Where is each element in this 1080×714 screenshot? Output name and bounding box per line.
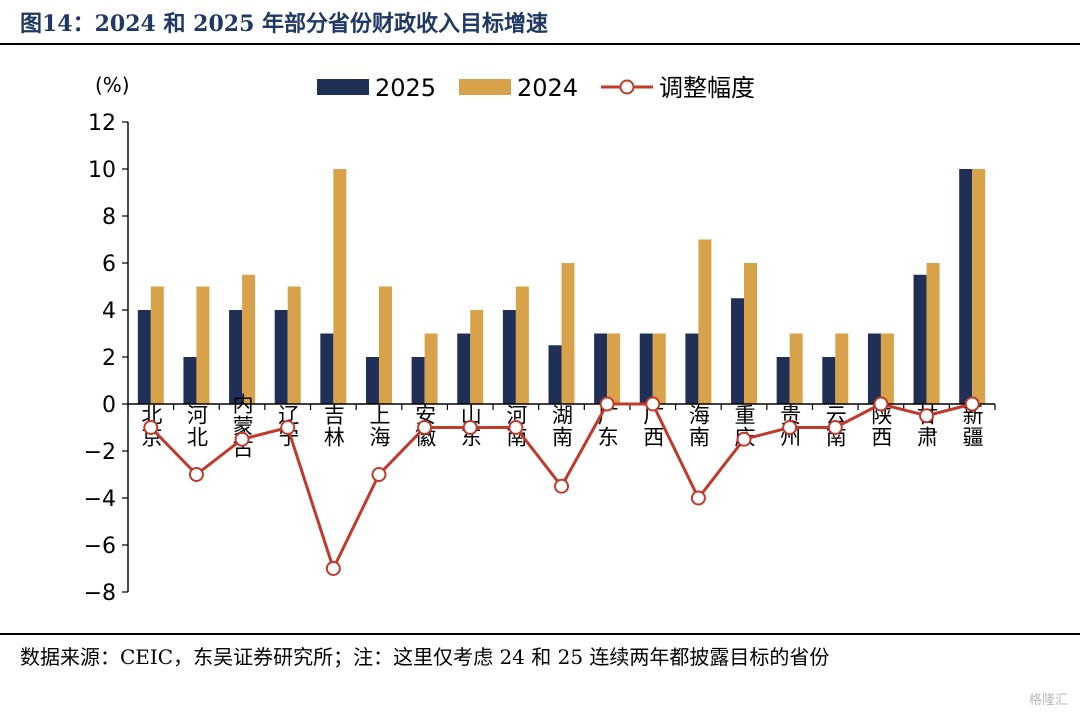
line-point xyxy=(143,420,159,435)
y-tick-label: 4 xyxy=(102,299,116,324)
bar-2024 xyxy=(972,169,986,404)
legend-label-2024: 2024 xyxy=(517,74,578,102)
bar-2024 xyxy=(926,263,940,404)
category-label: 吉林 xyxy=(321,404,345,448)
chart: 121086420−2−4−6−8(%)北京河北内蒙古辽宁吉林上海安徽山东河南湖… xyxy=(84,73,996,606)
line-point xyxy=(417,420,433,435)
line-point xyxy=(325,561,341,576)
title-rule xyxy=(0,43,1080,45)
line-point xyxy=(736,431,752,447)
bar-2025 xyxy=(457,333,471,404)
line-point xyxy=(280,420,296,435)
y-tick-label: 2 xyxy=(102,346,116,371)
y-tick-label: 0 xyxy=(102,393,116,418)
bar-2024 xyxy=(424,333,438,404)
line-point xyxy=(554,478,569,494)
y-tick-label: 12 xyxy=(88,111,116,136)
bar-2025 xyxy=(822,357,836,404)
source-rule xyxy=(0,633,1080,635)
y-tick-label: −6 xyxy=(84,534,116,559)
line-point xyxy=(188,467,204,482)
line-point xyxy=(964,396,980,412)
bar-2025 xyxy=(365,357,379,404)
bar-2025 xyxy=(137,310,151,404)
y-tick-label: 10 xyxy=(88,158,116,183)
bar-2025 xyxy=(685,333,699,404)
bar-2024 xyxy=(607,333,621,404)
y-tick-label: −4 xyxy=(84,487,116,512)
source-note: 数据来源：CEIC，东吴证券研究所；注：这里仅考虑 24 和 25 连续两年都披… xyxy=(20,645,830,669)
bar-2025 xyxy=(639,333,653,404)
category-label: 河北 xyxy=(184,404,208,448)
category-label: 湖南 xyxy=(550,404,574,448)
category-label: 海南 xyxy=(686,404,710,448)
line-point xyxy=(645,396,661,412)
bar-2024 xyxy=(333,169,347,404)
bar-2025 xyxy=(320,333,334,404)
bar-2025 xyxy=(867,333,881,404)
bar-2025 xyxy=(913,274,927,404)
bar-2024 xyxy=(698,239,712,404)
line-point xyxy=(782,420,798,435)
line-point xyxy=(508,420,524,435)
bar-2025 xyxy=(731,298,745,404)
bar-2025 xyxy=(183,357,197,404)
legend-swatch-2024 xyxy=(459,79,511,95)
line-point xyxy=(919,408,935,424)
line-point xyxy=(873,396,889,412)
watermark: 格隆汇 xyxy=(1028,693,1068,708)
legend-swatch-2025 xyxy=(317,79,369,95)
bar-2024 xyxy=(242,274,256,404)
bar-2025 xyxy=(548,345,562,404)
bar-2024 xyxy=(196,286,210,404)
bar-2024 xyxy=(515,286,529,404)
bar-2024 xyxy=(561,263,575,404)
y-unit-label: (%) xyxy=(95,73,130,97)
bar-2024 xyxy=(470,310,484,404)
y-tick-label: −2 xyxy=(84,440,116,465)
bar-2025 xyxy=(594,333,608,404)
bar-2024 xyxy=(652,333,666,404)
legend-label-调整幅度: 调整幅度 xyxy=(659,74,755,102)
bar-2024 xyxy=(744,263,758,404)
line-point xyxy=(234,431,250,447)
y-tick-label: 8 xyxy=(102,205,116,230)
y-tick-label: 6 xyxy=(102,252,116,277)
bar-2024 xyxy=(287,286,301,404)
category-label: 内蒙古 xyxy=(230,393,254,459)
line-point xyxy=(690,490,706,506)
y-tick-label: −8 xyxy=(84,581,116,606)
bar-2024 xyxy=(835,333,849,404)
line-point xyxy=(462,420,478,435)
chart-title: 图14：2024 和 2025 年部分省份财政收入目标增速 xyxy=(20,11,549,37)
legend-marker xyxy=(619,79,635,95)
bar-2024 xyxy=(789,333,803,404)
bar-2025 xyxy=(229,310,243,404)
bar-2024 xyxy=(150,286,164,404)
line-point xyxy=(371,467,387,482)
bar-2025 xyxy=(411,357,425,404)
bar-2024 xyxy=(378,286,392,404)
line-point xyxy=(599,396,615,412)
bar-2025 xyxy=(959,169,973,404)
bar-2024 xyxy=(880,333,894,404)
bar-2025 xyxy=(274,310,288,404)
legend-label-2025: 2025 xyxy=(375,74,436,102)
category-label: 上海 xyxy=(367,404,391,448)
bar-2025 xyxy=(776,357,790,404)
bar-2025 xyxy=(502,310,516,404)
line-point xyxy=(827,420,843,435)
